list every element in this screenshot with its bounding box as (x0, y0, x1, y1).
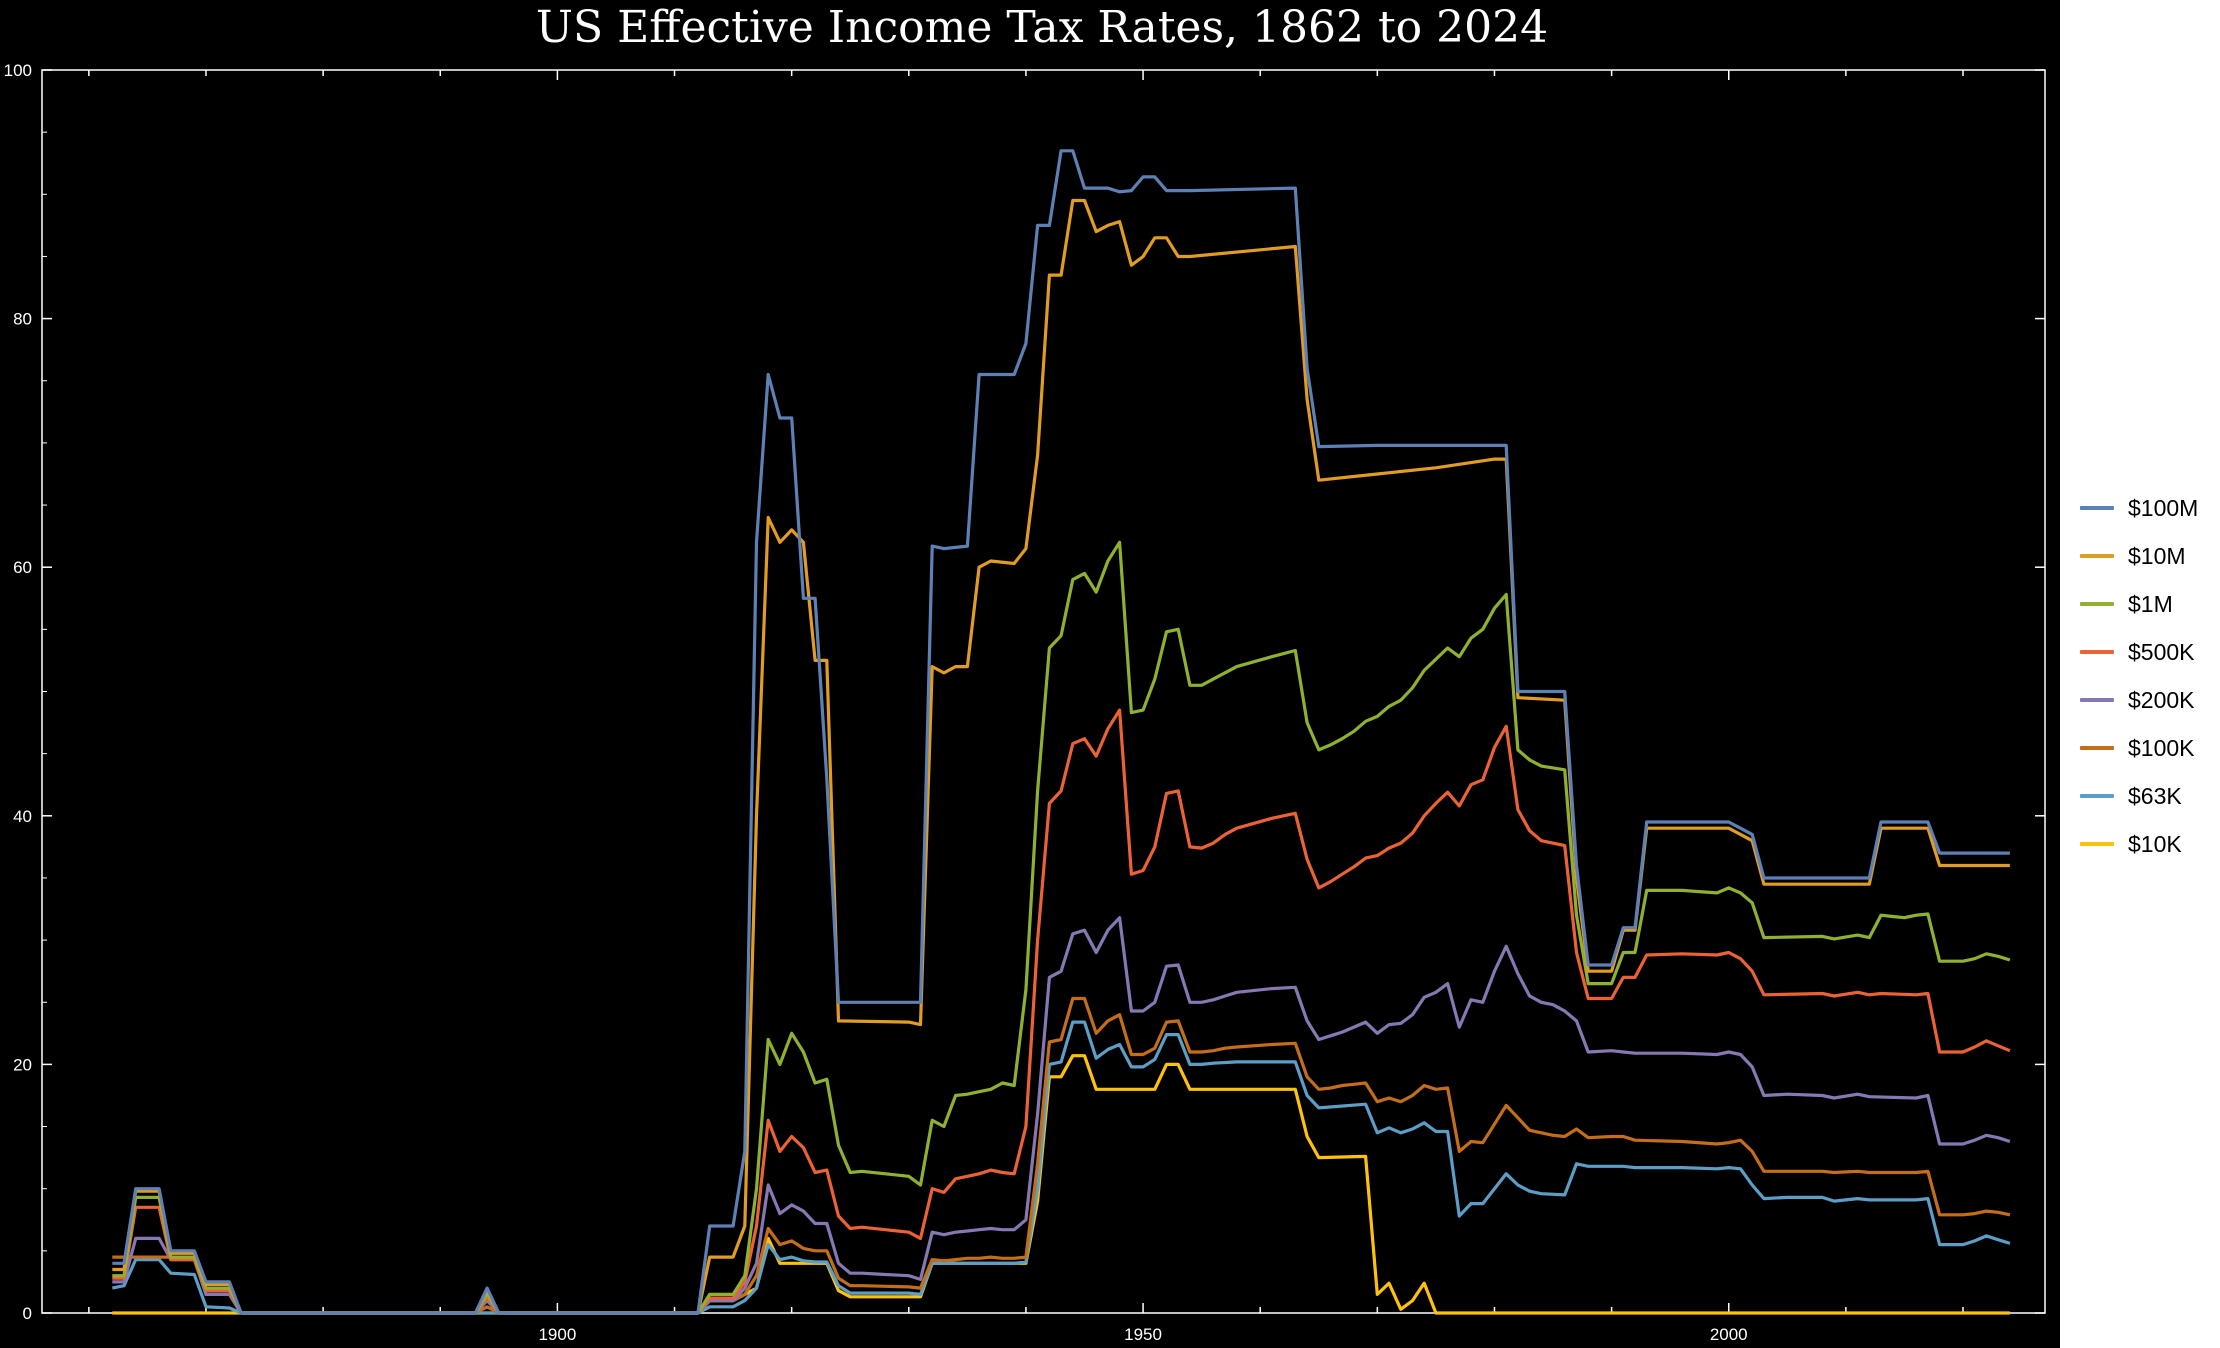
legend-item: $100M (2080, 484, 2220, 532)
legend-label: $100M (2128, 494, 2199, 521)
series-line (112, 708, 2011, 1315)
legend-label: $100K (2128, 734, 2195, 761)
legend-item: $10K (2080, 820, 2220, 868)
legend-item: $200K (2080, 676, 2220, 724)
legend-item: $10M (2080, 532, 2220, 580)
y-tick-label: 0 (23, 1304, 32, 1323)
series-line (112, 996, 2011, 1315)
series-line (112, 540, 2011, 1315)
x-axis: 1900 1950 2000 (88, 70, 1964, 1344)
legend-label: $10M (2128, 542, 2186, 569)
series-line (112, 916, 2011, 1315)
plot-panel: US Effective Income Tax Rates, 1862 to 2… (0, 0, 2060, 1348)
legend-label: $63K (2128, 782, 2182, 809)
series-line (112, 149, 2010, 1315)
x-tick-label: 1950 (1124, 1325, 1162, 1344)
series-line (112, 198, 2010, 1315)
line-chart: US Effective Income Tax Rates, 1862 to 2… (4, 2, 2046, 1344)
y-tick-label: 80 (13, 310, 32, 329)
legend-swatch (2080, 746, 2114, 750)
y-tick-label: 20 (13, 1055, 32, 1074)
legend-item: $1M (2080, 580, 2220, 628)
legend-swatch (2080, 698, 2114, 702)
series-line (111, 1020, 2011, 1315)
legend: $100M $10M $1M $500K $200K $100K $63K $10K (2080, 484, 2220, 868)
y-tick-label: 40 (13, 807, 32, 826)
legend-swatch (2080, 554, 2114, 558)
y-axis: 0 20 40 60 80 100 (4, 61, 2045, 1323)
y-tick-label: 100 (4, 61, 32, 80)
chart-title: US Effective Income Tax Rates, 1862 to 2… (536, 2, 1548, 53)
legend-label: $10K (2128, 830, 2182, 857)
y-tick-label: 60 (13, 558, 32, 577)
legend-item: $63K (2080, 772, 2220, 820)
legend-swatch (2080, 602, 2114, 606)
legend-item: $100K (2080, 724, 2220, 772)
legend-label: $1M (2128, 590, 2173, 617)
legend-label: $200K (2128, 686, 2195, 713)
legend-item: $500K (2080, 628, 2220, 676)
legend-swatch (2080, 842, 2114, 846)
legend-swatch (2080, 650, 2114, 654)
series-lines (111, 149, 2011, 1315)
legend-swatch (2080, 794, 2114, 798)
series-line (112, 1054, 2010, 1315)
legend-swatch (2080, 506, 2114, 510)
x-tick-label: 1900 (538, 1325, 576, 1344)
x-tick-label: 2000 (1710, 1325, 1748, 1344)
legend-label: $500K (2128, 638, 2195, 665)
